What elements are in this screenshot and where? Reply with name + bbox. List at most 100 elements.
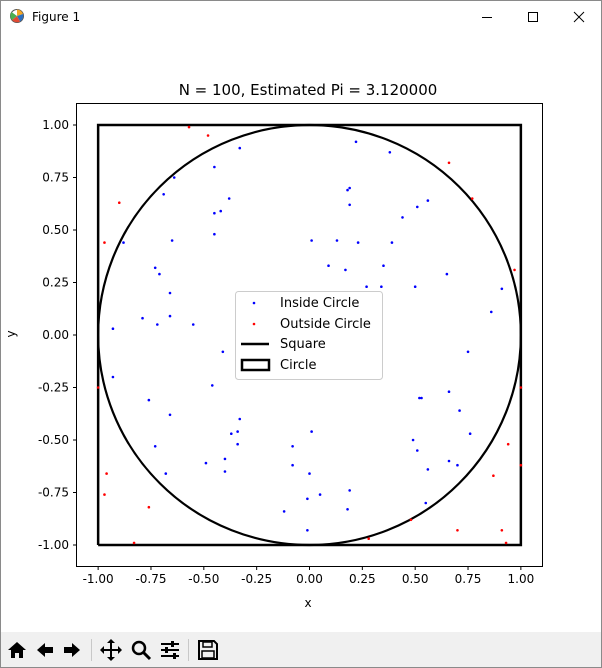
- inside-point: [426, 199, 430, 202]
- legend-outside-label: Outside Circle: [280, 317, 371, 332]
- sliders-icon: [161, 641, 179, 659]
- axis-ticks: -1.00 -0.75 -0.50 -0.25 0.00 0.25 0.50 0.75 1.00…: [38, 118, 534, 586]
- inside-point: [221, 350, 225, 354]
- outside-point: [105, 472, 108, 475]
- scatter-chart: N = 100, Estimated Pi = 3.120000 x y -1.…: [4, 81, 543, 610]
- inside-point: [500, 287, 504, 291]
- outside-point: [96, 386, 100, 389]
- y-tick-label: -0.25: [38, 381, 69, 395]
- inside-point: [348, 186, 351, 190]
- outside-point: [117, 201, 121, 204]
- x-tick-label: -0.25: [241, 572, 272, 586]
- y-tick-label: -1.00: [38, 538, 69, 552]
- inside-point: [219, 209, 223, 213]
- inside-point: [445, 272, 449, 276]
- inside-point: [111, 327, 115, 331]
- inside-point: [411, 438, 415, 442]
- close-icon: [573, 11, 585, 22]
- inside-point: [390, 241, 394, 244]
- outside-point: [447, 161, 451, 165]
- outside-point: [367, 537, 370, 540]
- y-tick-label: 0.00: [42, 328, 69, 342]
- minimize-button[interactable]: [464, 1, 510, 32]
- inside-point: [236, 430, 239, 433]
- inside-point: [348, 203, 351, 207]
- inside-point: [447, 459, 451, 463]
- inside-point: [418, 396, 421, 400]
- minimize-icon: [482, 16, 492, 18]
- inside-point: [122, 241, 125, 244]
- inside-point: [415, 449, 419, 452]
- toolbar-separator: [91, 639, 92, 661]
- y-tick-label: 0.75: [42, 171, 69, 185]
- close-button[interactable]: [556, 1, 602, 32]
- inside-point: [346, 508, 349, 511]
- figure-canvas[interactable]: N = 100, Estimated Pi = 3.120000 x y -1.…: [1, 32, 601, 630]
- y-axis-label: y: [4, 330, 18, 337]
- inside-point: [388, 151, 392, 154]
- inside-point: [327, 264, 330, 267]
- outside-point: [456, 529, 459, 532]
- pan-button[interactable]: [98, 637, 124, 663]
- inside-point: [158, 272, 161, 276]
- inside-point: [223, 457, 227, 461]
- home-icon: [8, 642, 26, 658]
- inside-point: [348, 489, 351, 492]
- square-line: [96, 123, 523, 547]
- inside-point: [282, 510, 286, 513]
- configure-subplots-button[interactable]: [157, 637, 183, 663]
- inside-point: [223, 470, 227, 473]
- inside-point: [458, 409, 461, 412]
- chart-title: N = 100, Estimated Pi = 3.120000: [179, 81, 438, 99]
- inside-point: [291, 445, 294, 448]
- inside-point: [213, 232, 216, 236]
- inside-point: [426, 468, 430, 471]
- inside-point: [238, 146, 242, 150]
- inside-point: [162, 193, 165, 196]
- x-axis-label: x: [304, 596, 311, 610]
- outside-point: [492, 474, 495, 478]
- toolbar-separator: [188, 639, 189, 661]
- legend-circle-swatch: [240, 358, 271, 372]
- y-tick-label: 1.00: [42, 118, 69, 132]
- inside-point: [191, 323, 195, 326]
- outside-point: [519, 463, 523, 467]
- inside-point: [468, 432, 472, 436]
- arrow-right-icon: [64, 643, 80, 657]
- x-tick-label: 0.00: [296, 572, 323, 586]
- outside-point: [132, 541, 136, 545]
- inside-point: [344, 268, 347, 272]
- plot-frame: [76, 103, 543, 567]
- inside-point: [227, 197, 231, 200]
- outside-point: [504, 541, 508, 545]
- legend-outside-marker: [252, 322, 256, 326]
- floppy-disk-icon: [198, 640, 218, 660]
- outside-point: [206, 134, 210, 137]
- inside-point: [365, 285, 368, 288]
- inside-point: [236, 442, 239, 446]
- inside-point: [310, 239, 313, 242]
- matplotlib-logo-icon: [9, 8, 25, 24]
- zoom-button[interactable]: [128, 637, 154, 663]
- inside-point: [310, 430, 313, 433]
- legend-inside-marker: [252, 301, 256, 305]
- x-tick-label: 0.75: [455, 572, 482, 586]
- back-button[interactable]: [32, 637, 58, 663]
- outside-point: [103, 493, 106, 496]
- y-tick-label: -0.50: [38, 433, 69, 447]
- legend-box: [235, 291, 383, 380]
- home-button[interactable]: [4, 637, 30, 663]
- inside-point: [413, 285, 417, 288]
- save-button[interactable]: [195, 637, 221, 663]
- inside-point: [466, 350, 470, 354]
- inside-point: [213, 165, 216, 169]
- x-tick-label: -0.50: [188, 572, 219, 586]
- arrow-left-icon: [37, 643, 53, 657]
- x-tick-label: 0.25: [349, 572, 376, 586]
- move-icon: [100, 639, 122, 661]
- inside-point: [335, 239, 339, 242]
- inside-point: [346, 188, 349, 192]
- forward-button[interactable]: [59, 637, 85, 663]
- maximize-button[interactable]: [510, 1, 556, 32]
